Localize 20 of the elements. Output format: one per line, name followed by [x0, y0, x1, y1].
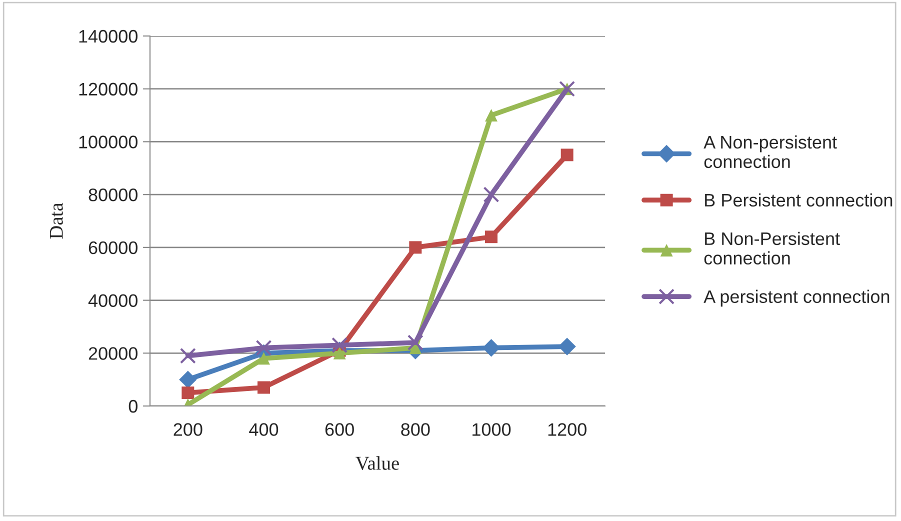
- x-tick-label: 600: [325, 423, 354, 436]
- legend-label: A Non-persistent connection: [704, 135, 837, 168]
- y-axis-title: Data: [50, 202, 63, 239]
- legend-label: B Non-Persistent connection: [704, 232, 840, 265]
- y-tick-label: 120000: [79, 82, 138, 96]
- x-axis-title: Value: [356, 456, 399, 470]
- x-tick-label: 200: [174, 423, 202, 436]
- y-tick-label: 0: [128, 400, 138, 413]
- y-tick-label: 100000: [79, 136, 138, 148]
- y-tick-label: 60000: [88, 241, 138, 254]
- x-tick-label: 1000: [472, 423, 511, 436]
- y-tick-label: 80000: [88, 188, 138, 202]
- x-tick-label: 1200: [548, 423, 586, 436]
- legend-label: A persistent connection: [704, 290, 890, 307]
- y-tick-label: 140000: [79, 30, 138, 43]
- x-tick-label: 400: [249, 423, 278, 436]
- y-tick-label: 20000: [88, 347, 138, 360]
- y-tick-label: 40000: [88, 294, 138, 308]
- legend-label: B Persistent connection: [705, 193, 892, 207]
- x-tick-label: 800: [401, 423, 430, 436]
